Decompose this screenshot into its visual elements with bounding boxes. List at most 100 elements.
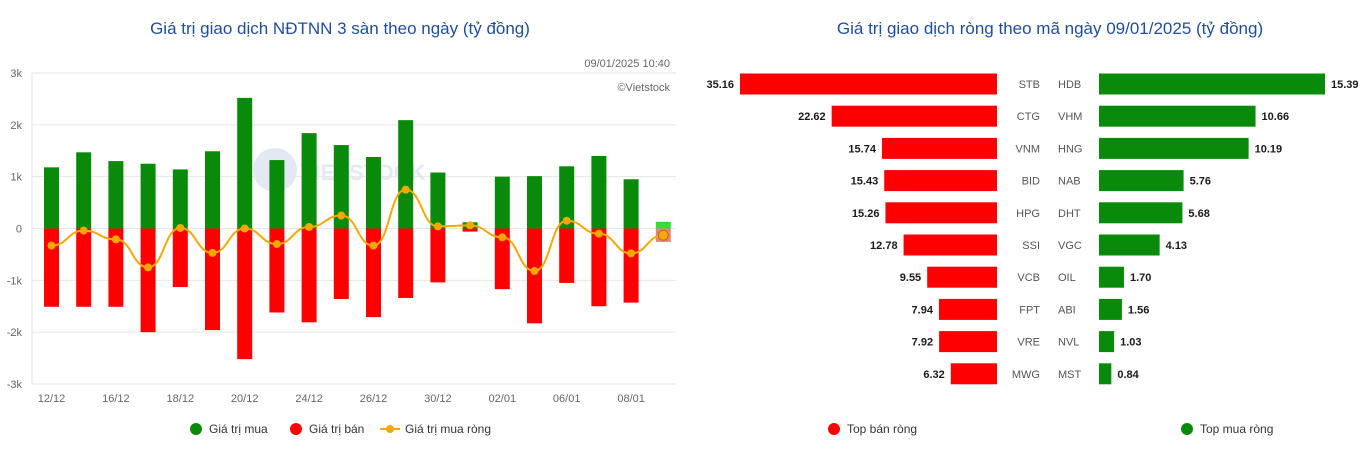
top-buy-bar[interactable] bbox=[1099, 73, 1325, 95]
top-sell-code: STB bbox=[1019, 79, 1040, 91]
top-sell-code: BID bbox=[1022, 176, 1040, 188]
top-buy-bar[interactable] bbox=[1099, 331, 1115, 353]
y-tick-label: 3k bbox=[10, 68, 22, 80]
top-buy-bar[interactable] bbox=[1099, 363, 1112, 385]
buy-bar[interactable] bbox=[205, 151, 220, 229]
top-sell-bar[interactable] bbox=[950, 363, 997, 385]
net-buy-point[interactable] bbox=[272, 240, 281, 249]
buy-bar[interactable] bbox=[108, 161, 124, 229]
sell-bar[interactable] bbox=[366, 228, 381, 318]
buy-bar[interactable] bbox=[333, 145, 349, 229]
net-buy-line-path bbox=[51, 188, 664, 273]
net-buy-point[interactable] bbox=[176, 223, 185, 232]
top-sell-bar[interactable] bbox=[740, 73, 997, 95]
buy-bar[interactable] bbox=[494, 176, 510, 229]
sell-bar[interactable] bbox=[494, 228, 510, 290]
buy-bar[interactable] bbox=[430, 172, 446, 229]
sell-bar[interactable] bbox=[44, 228, 59, 307]
x-tick-label: 30/12 bbox=[424, 393, 452, 405]
legend-item-top-buy[interactable]: Top mua ròng bbox=[1181, 422, 1273, 436]
legend-marker-top-buy bbox=[1181, 423, 1193, 435]
sell-bar[interactable] bbox=[172, 228, 188, 288]
top-buy-bar[interactable] bbox=[1099, 202, 1183, 224]
buy-bar[interactable] bbox=[366, 156, 381, 229]
top-buy-bar[interactable] bbox=[1099, 266, 1124, 288]
net-buy-point[interactable] bbox=[627, 249, 636, 258]
buy-bar[interactable] bbox=[301, 133, 317, 229]
buy-bar[interactable] bbox=[140, 163, 156, 229]
legend-item-sell[interactable]: Giá trị bán bbox=[290, 422, 364, 436]
top-sell-bar[interactable] bbox=[938, 298, 997, 320]
sell-bar[interactable] bbox=[237, 228, 253, 360]
net-buy-point[interactable] bbox=[657, 229, 669, 241]
top-sell-bar[interactable] bbox=[831, 105, 997, 127]
top-buy-bar[interactable] bbox=[1099, 137, 1249, 159]
top-sell-bar[interactable] bbox=[885, 202, 997, 224]
legend-label-buy: Giá trị mua bbox=[209, 422, 268, 436]
top-sell-bar[interactable] bbox=[927, 266, 997, 288]
buy-bar[interactable] bbox=[76, 152, 92, 229]
y-tick-label: 2k bbox=[10, 120, 22, 132]
net-buy-point[interactable] bbox=[208, 248, 217, 257]
sell-bar[interactable] bbox=[430, 228, 446, 283]
sell-bar[interactable] bbox=[301, 228, 317, 323]
top-sell-bar[interactable] bbox=[939, 331, 997, 353]
net-buy-point[interactable] bbox=[562, 216, 571, 225]
net-buy-point[interactable] bbox=[530, 267, 539, 276]
left-legend: Giá trị mua Giá trị bán Giá trị mua ròng bbox=[190, 422, 491, 436]
sell-bar[interactable] bbox=[398, 228, 414, 298]
credit-label: ©Vietstock bbox=[617, 82, 670, 94]
sell-bar[interactable] bbox=[462, 228, 478, 232]
net-buy-point[interactable] bbox=[498, 233, 507, 242]
sell-bar[interactable] bbox=[559, 228, 575, 283]
sell-bar[interactable] bbox=[623, 228, 639, 303]
sell-bar[interactable] bbox=[108, 228, 124, 307]
net-buy-point[interactable] bbox=[305, 222, 314, 231]
net-buy-point[interactable] bbox=[401, 185, 410, 194]
legend-item-net[interactable]: Giá trị mua ròng bbox=[380, 422, 491, 436]
top-sell-value: 35.16 bbox=[706, 79, 734, 91]
legend-item-buy[interactable]: Giá trị mua bbox=[190, 422, 268, 436]
net-buy-point[interactable] bbox=[111, 235, 120, 244]
y-tick-label: -1k bbox=[7, 275, 23, 287]
net-buy-point[interactable] bbox=[369, 241, 378, 250]
buy-bar[interactable] bbox=[623, 179, 639, 229]
sell-bar[interactable] bbox=[269, 228, 285, 313]
net-buy-point[interactable] bbox=[144, 263, 153, 272]
x-tick-label: 20/12 bbox=[231, 393, 259, 405]
sell-bar[interactable] bbox=[333, 228, 349, 299]
sell-bar[interactable] bbox=[76, 228, 92, 307]
top-buy-bar[interactable] bbox=[1099, 298, 1122, 320]
top-sell-value: 15.43 bbox=[851, 176, 879, 188]
net-buy-point[interactable] bbox=[433, 222, 442, 231]
net-buy-point[interactable] bbox=[47, 241, 56, 250]
buy-bar[interactable] bbox=[398, 120, 414, 229]
net-buy-point[interactable] bbox=[594, 229, 603, 238]
net-buy-point[interactable] bbox=[466, 221, 475, 230]
x-tick-label: 06/01 bbox=[553, 393, 581, 405]
sell-bar[interactable] bbox=[591, 228, 607, 307]
top-buy-bar[interactable] bbox=[1099, 105, 1256, 127]
net-buy-point[interactable] bbox=[79, 226, 88, 235]
top-sell-bar[interactable] bbox=[903, 234, 997, 256]
buy-bar[interactable] bbox=[559, 166, 575, 229]
buy-bar[interactable] bbox=[269, 160, 285, 229]
sell-bar[interactable] bbox=[205, 228, 220, 331]
top-buy-value: 1.70 bbox=[1130, 272, 1151, 284]
buy-bar[interactable] bbox=[591, 155, 607, 229]
y-tick-label: 0 bbox=[16, 224, 22, 236]
top-buy-bar[interactable] bbox=[1099, 170, 1184, 192]
sell-bar[interactable] bbox=[527, 228, 542, 324]
net-buy-point[interactable] bbox=[337, 211, 346, 220]
top-sell-bar[interactable] bbox=[884, 170, 997, 192]
top-buy-bar[interactable] bbox=[1099, 234, 1160, 256]
buy-bar[interactable] bbox=[172, 169, 188, 229]
sell-bar[interactable] bbox=[140, 228, 156, 333]
legend-item-top-sell[interactable]: Top bán ròng bbox=[828, 422, 917, 436]
buy-bar[interactable] bbox=[44, 167, 59, 229]
buy-bar[interactable] bbox=[527, 176, 542, 229]
net-buy-point[interactable] bbox=[240, 224, 249, 233]
buy-bar[interactable] bbox=[237, 97, 253, 229]
top-sell-bar[interactable] bbox=[881, 137, 997, 159]
buy-bar[interactable] bbox=[655, 221, 671, 229]
